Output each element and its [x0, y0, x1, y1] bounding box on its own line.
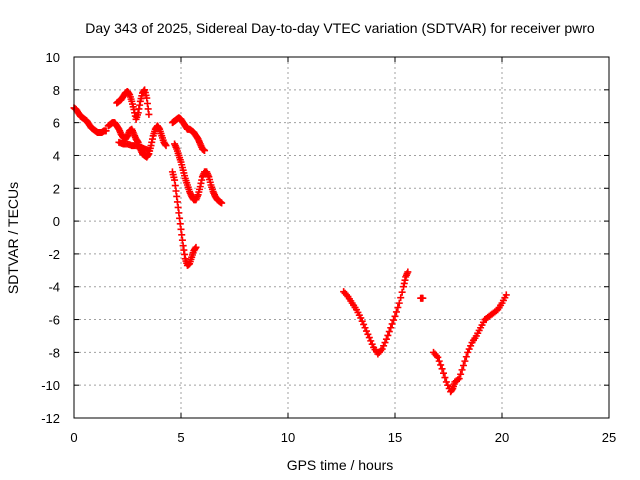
data-point	[192, 243, 200, 251]
data-point	[458, 366, 466, 374]
data-point	[385, 328, 393, 336]
y-tick-label: -10	[41, 378, 60, 393]
data-point	[404, 268, 412, 276]
data-segment	[70, 104, 110, 136]
data-segment	[168, 114, 209, 155]
data-layer	[70, 86, 510, 396]
data-point	[367, 337, 375, 345]
data-point	[394, 304, 402, 312]
data-point	[357, 314, 365, 322]
data-point	[419, 294, 427, 302]
data-point	[388, 320, 396, 328]
data-segment	[171, 140, 226, 207]
data-point	[455, 375, 463, 383]
tick-layer: 0 5 10 15 20 25 -12 -10 -8 -6 -4 -2 0 2 4 6 8 10	[41, 50, 616, 445]
data-point	[384, 331, 392, 339]
y-tick-label: -6	[48, 313, 60, 328]
data-point	[467, 342, 475, 350]
x-tick-label: 0	[70, 430, 77, 445]
data-segment	[417, 294, 427, 302]
y-tick-label: 10	[46, 50, 60, 65]
data-point	[391, 312, 399, 320]
data-point	[382, 335, 390, 343]
data-point	[381, 339, 389, 347]
data-point	[454, 376, 462, 384]
data-point	[398, 288, 406, 296]
y-axis-label: SDTVAR / TECUs	[5, 182, 21, 294]
x-tick-label: 5	[177, 430, 184, 445]
data-point	[435, 357, 443, 365]
data-point	[361, 324, 369, 332]
data-point	[459, 361, 467, 369]
data-point	[145, 147, 153, 155]
data-point	[438, 365, 446, 373]
data-point	[380, 342, 388, 350]
y-tick-label: -8	[48, 345, 60, 360]
data-point	[465, 345, 473, 353]
y-tick-label: -4	[48, 280, 60, 295]
data-segment	[113, 86, 153, 123]
data-segment	[168, 168, 200, 269]
y-tick-label: 4	[53, 148, 60, 163]
data-point	[368, 340, 376, 348]
data-point	[218, 199, 226, 207]
data-segment	[115, 138, 153, 155]
data-point	[365, 334, 373, 342]
data-segment	[340, 268, 412, 358]
data-point	[201, 147, 209, 155]
x-tick-label: 25	[602, 430, 616, 445]
data-point	[462, 353, 470, 361]
plot-frame	[73, 56, 610, 419]
data-point	[441, 374, 449, 382]
y-tick-label: 6	[53, 116, 60, 131]
data-point	[162, 142, 170, 150]
data-point	[461, 357, 469, 365]
x-tick-label: 20	[495, 430, 509, 445]
data-segment	[430, 291, 510, 396]
y-tick-label: 2	[53, 181, 60, 196]
data-point	[378, 345, 386, 353]
y-tick-label: -2	[48, 247, 60, 262]
data-point	[387, 324, 395, 332]
data-point	[358, 317, 366, 325]
y-tick-label: -12	[41, 411, 60, 426]
data-point	[440, 369, 448, 377]
y-tick-label: 8	[53, 83, 60, 98]
data-point	[392, 308, 400, 316]
data-point	[145, 110, 153, 118]
data-point	[444, 381, 452, 389]
data-point	[364, 330, 372, 338]
grid-layer	[74, 57, 609, 418]
chart-title: Day 343 of 2025, Sidereal Day-to-day VTE…	[85, 20, 595, 36]
data-point	[395, 299, 403, 307]
data-point	[457, 370, 465, 378]
x-axis-label: GPS time / hours	[287, 457, 394, 473]
data-segment	[104, 119, 170, 161]
x-tick-label: 15	[388, 430, 402, 445]
data-point	[442, 378, 450, 386]
y-tick-label: 0	[53, 214, 60, 229]
data-point	[502, 291, 510, 299]
data-point	[434, 353, 442, 361]
data-point	[437, 361, 445, 369]
data-point	[102, 127, 110, 135]
data-point	[397, 294, 405, 302]
data-point	[362, 327, 370, 335]
data-point	[360, 320, 368, 328]
x-tick-label: 10	[281, 430, 295, 445]
data-point	[464, 348, 472, 356]
data-point	[390, 316, 398, 324]
